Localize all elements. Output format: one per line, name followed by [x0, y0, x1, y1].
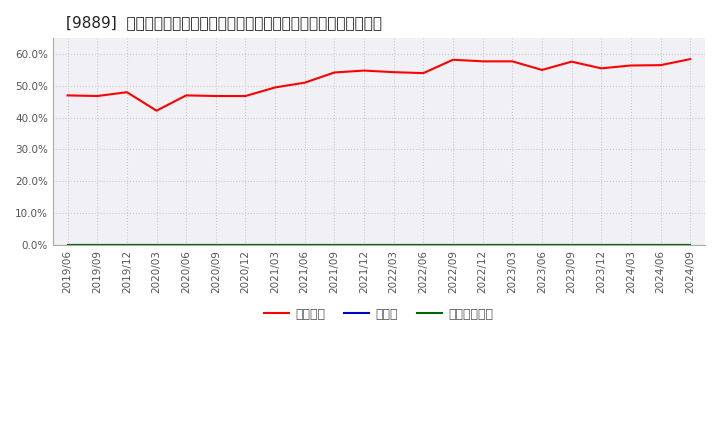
のれん — [478, 242, 487, 248]
自己資本 — [686, 56, 695, 62]
自己資本 — [478, 59, 487, 64]
自己資本 — [449, 57, 457, 62]
自己資本 — [330, 70, 338, 75]
繰延税金資産 — [656, 242, 665, 248]
繰延税金資産 — [330, 242, 338, 248]
自己資本 — [241, 93, 250, 99]
繰延税金資産 — [478, 242, 487, 248]
自己資本 — [390, 70, 398, 75]
のれん — [508, 242, 517, 248]
のれん — [567, 242, 576, 248]
自己資本 — [597, 66, 606, 71]
自己資本 — [63, 93, 72, 98]
のれん — [360, 242, 369, 248]
のれん — [597, 242, 606, 248]
繰延税金資産 — [538, 242, 546, 248]
自己資本 — [212, 93, 220, 99]
繰延税金資産 — [567, 242, 576, 248]
のれん — [63, 242, 72, 248]
自己資本 — [152, 108, 161, 114]
繰延税金資産 — [597, 242, 606, 248]
のれん — [330, 242, 338, 248]
自己資本 — [300, 80, 309, 85]
のれん — [93, 242, 102, 248]
自己資本 — [360, 68, 369, 73]
のれん — [241, 242, 250, 248]
のれん — [271, 242, 279, 248]
繰延税金資産 — [63, 242, 72, 248]
のれん — [626, 242, 635, 248]
繰延税金資産 — [360, 242, 369, 248]
のれん — [656, 242, 665, 248]
繰延税金資産 — [300, 242, 309, 248]
自己資本 — [656, 62, 665, 68]
Text: [9889]  自己資本、のれん、繰延税金資産の総資産に対する比率の推移: [9889] 自己資本、のれん、繰延税金資産の総資産に対する比率の推移 — [66, 15, 382, 30]
自己資本 — [626, 63, 635, 68]
繰延税金資産 — [241, 242, 250, 248]
自己資本 — [538, 67, 546, 73]
のれん — [300, 242, 309, 248]
のれん — [390, 242, 398, 248]
繰延税金資産 — [390, 242, 398, 248]
のれん — [449, 242, 457, 248]
自己資本 — [419, 70, 428, 76]
のれん — [212, 242, 220, 248]
繰延税金資産 — [449, 242, 457, 248]
繰延税金資産 — [152, 242, 161, 248]
繰延税金資産 — [212, 242, 220, 248]
のれん — [122, 242, 131, 248]
のれん — [152, 242, 161, 248]
繰延税金資産 — [182, 242, 191, 248]
繰延税金資産 — [626, 242, 635, 248]
のれん — [419, 242, 428, 248]
繰延税金資産 — [271, 242, 279, 248]
自己資本 — [271, 85, 279, 90]
Line: 自己資本: 自己資本 — [68, 59, 690, 111]
のれん — [182, 242, 191, 248]
自己資本 — [93, 93, 102, 99]
のれん — [686, 242, 695, 248]
繰延税金資産 — [419, 242, 428, 248]
Legend: 自己資本, のれん, 繰延税金資産: 自己資本, のれん, 繰延税金資産 — [259, 303, 498, 326]
繰延税金資産 — [93, 242, 102, 248]
自己資本 — [508, 59, 517, 64]
繰延税金資産 — [122, 242, 131, 248]
繰延税金資産 — [508, 242, 517, 248]
自己資本 — [567, 59, 576, 64]
繰延税金資産 — [686, 242, 695, 248]
自己資本 — [182, 93, 191, 98]
のれん — [538, 242, 546, 248]
自己資本 — [122, 90, 131, 95]
